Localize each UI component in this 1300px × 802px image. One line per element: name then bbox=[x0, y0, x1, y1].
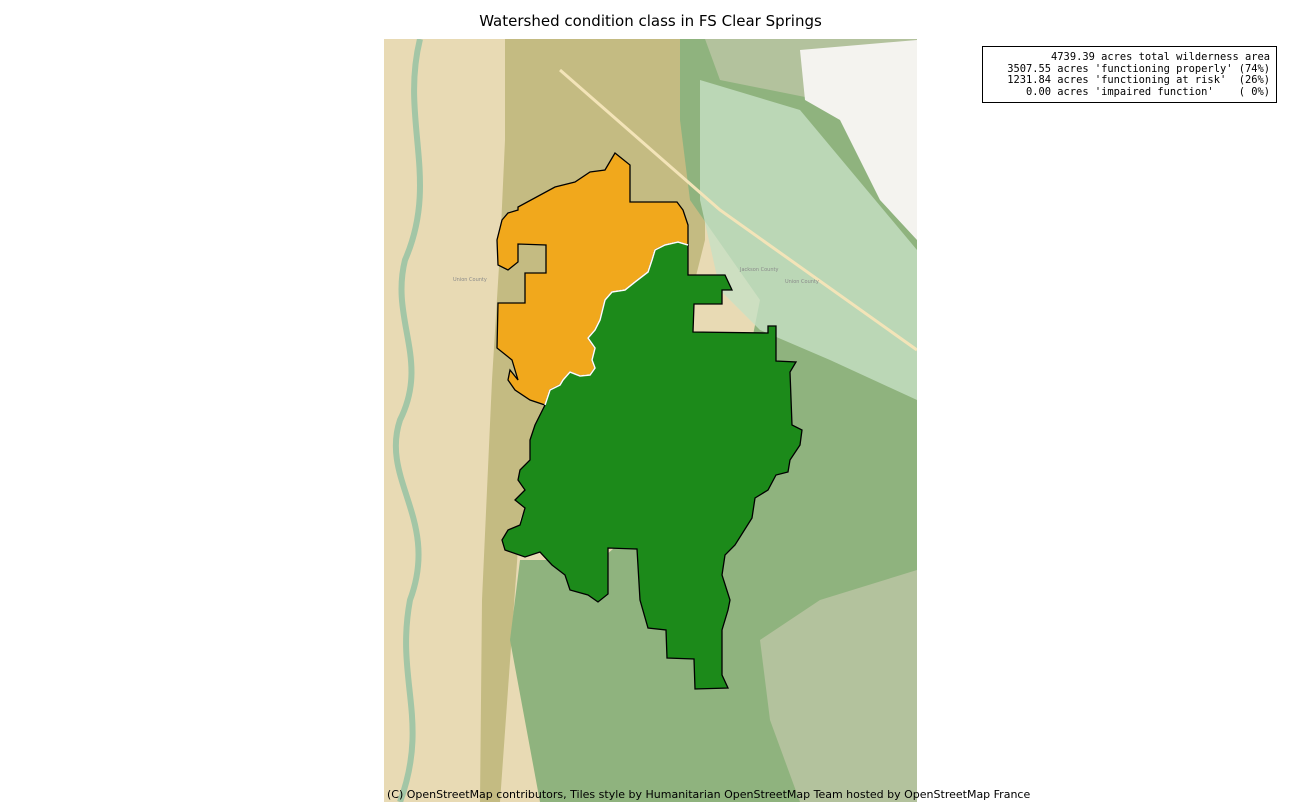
basemap-wilderness-gray-south bbox=[760, 570, 917, 802]
legend-line-impaired: 0.00 acres 'impaired function' ( 0%) bbox=[1026, 85, 1270, 98]
chart-title: Watershed condition class in FS Clear Sp… bbox=[479, 12, 822, 30]
basemap-river bbox=[392, 39, 423, 802]
basemap-forest-light bbox=[700, 80, 917, 400]
map-label: Union County bbox=[785, 279, 819, 285]
basemap-road bbox=[559, 68, 917, 352]
class-boundary bbox=[544, 241, 689, 406]
basemap-urban bbox=[800, 40, 917, 240]
summary-legend: 4739.39 acres total wilderness area 3507.… bbox=[982, 46, 1277, 104]
legend-line-functioning-properly: 3507.55 acres 'functioning properly' (74… bbox=[1007, 62, 1270, 75]
map-label: Union County bbox=[453, 277, 487, 283]
map-label: Jackson County bbox=[739, 267, 778, 273]
legend-line-functioning-at-risk: 1231.84 acres 'functioning at risk' (26%… bbox=[1007, 74, 1270, 87]
map-attribution: (C) OpenStreetMap contributors, Tiles st… bbox=[387, 788, 1031, 801]
legend-line-total: 4739.39 acres total wilderness area bbox=[1051, 51, 1270, 63]
